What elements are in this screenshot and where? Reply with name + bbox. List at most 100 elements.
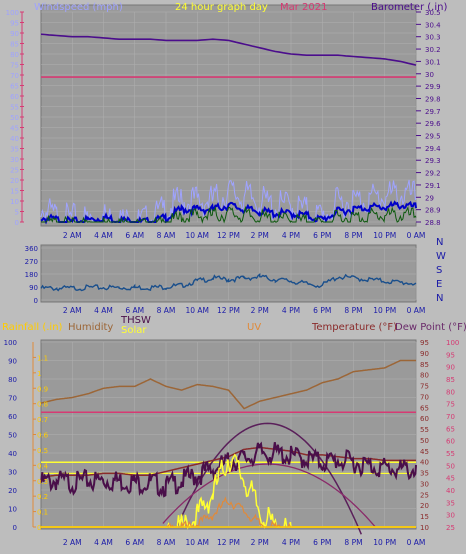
barometer-tick-label: 29.4: [425, 145, 441, 153]
rainfall-tick-label: 1.1: [37, 354, 48, 362]
barometer-tick-label: 29.3: [425, 157, 441, 165]
x-tick-label: 12 PM: [217, 306, 240, 315]
barometer-tick-label: 30.4: [425, 21, 441, 29]
dewpoint-tick-label: 50: [446, 462, 455, 470]
rainfall-tick-label: 0.7: [37, 416, 48, 424]
temperature-tick-label: 35: [420, 470, 429, 478]
barometer-tick-label: 28.9: [425, 207, 441, 215]
x-tick-label: 10 PM: [373, 538, 396, 547]
windspeed-tick-label: 70: [10, 72, 19, 80]
x-tick-label: 10 AM: [185, 538, 209, 547]
x-tick-label: 0 AM: [407, 538, 426, 547]
x-tick-label: 4 AM: [94, 538, 113, 547]
barometer-axis-label: Barometer (.in): [371, 2, 447, 13]
temperature-tick-label: 15: [420, 513, 429, 521]
wind-barometer-axes: 1009590858075706560555045403530252015105…: [6, 9, 442, 240]
legend-temperature: Temperature (°F): [311, 322, 397, 333]
dewpoint-tick-label: 30: [446, 512, 455, 520]
barometer-tick-label: 30: [425, 71, 434, 79]
direction-tick-label: 180: [25, 271, 38, 279]
rainfall-tick-label: 0.2: [37, 493, 48, 501]
barometer-tick-label: 30.5: [425, 9, 441, 17]
barometer-tick-label: 30.1: [425, 58, 441, 66]
windspeed-tick-label: 55: [10, 104, 19, 112]
x-tick-label: 10 PM: [373, 231, 396, 240]
windspeed-tick-label: 35: [10, 146, 19, 154]
x-tick-label: 6 AM: [125, 306, 144, 315]
compass-label: S: [436, 265, 442, 276]
legend-humidity: Humidity: [68, 322, 113, 333]
dewpoint-tick-label: 45: [446, 475, 455, 483]
x-tick-label: 2 PM: [251, 231, 269, 240]
series-wind-speed: [41, 205, 417, 224]
humidity-tick-label: 30: [8, 469, 17, 477]
x-tick-label: 8 AM: [157, 306, 176, 315]
dewpoint-tick-label: 65: [446, 425, 455, 433]
legend-thsw: THSW: [120, 315, 151, 326]
x-tick-label: 6 PM: [313, 231, 331, 240]
barometer-tick-label: 29.7: [425, 108, 441, 116]
windspeed-axis-label: Windspeed (mph): [34, 2, 123, 13]
legend-dewpoint: Dew Point (°F): [395, 322, 466, 333]
temperature-tick-label: 10: [420, 524, 429, 532]
temperature-series: [40, 359, 417, 535]
windspeed-tick-label: 40: [10, 135, 19, 143]
direction-tick-label: 270: [25, 258, 38, 266]
dewpoint-tick-label: 75: [446, 401, 455, 409]
humidity-tick-label: 10: [8, 506, 17, 514]
windspeed-tick-label: 90: [10, 30, 19, 38]
x-tick-label: 10 PM: [373, 306, 396, 315]
x-tick-label: 4 PM: [282, 538, 300, 547]
x-tick-label: 10 AM: [185, 231, 209, 240]
x-tick-label: 2 AM: [63, 231, 82, 240]
x-tick-label: 12 PM: [217, 231, 240, 240]
dewpoint-tick-label: 25: [446, 524, 455, 532]
series-barometer: [40, 33, 417, 66]
dewpoint-tick-label: 80: [446, 388, 455, 396]
temperature-tick-label: 20: [420, 502, 429, 510]
x-tick-label: 8 AM: [157, 538, 176, 547]
windspeed-tick-label: 20: [10, 177, 19, 185]
windspeed-tick-label: 80: [10, 51, 19, 59]
legend-solar: Solar: [121, 325, 147, 336]
compass-label: N: [436, 293, 443, 304]
direction-tick-label: 90: [29, 284, 38, 292]
x-tick-label: 12 PM: [217, 538, 240, 547]
barometer-tick-label: 29.9: [425, 83, 441, 91]
rainfall-tick-label: 0.9: [37, 385, 48, 393]
rainfall-tick-label: 0.3: [37, 478, 48, 486]
windspeed-tick-label: 5: [15, 209, 19, 217]
x-tick-label: 4 PM: [282, 306, 300, 315]
rainfall-tick-label: 0.4: [37, 462, 49, 470]
dewpoint-tick-label: 60: [446, 438, 455, 446]
barometer-tick-label: 29.6: [425, 120, 441, 128]
windspeed-tick-label: 100: [6, 9, 19, 17]
x-tick-label: 2 PM: [251, 306, 269, 315]
dewpoint-tick-label: 70: [446, 413, 455, 421]
temperature-tick-label: 65: [420, 404, 429, 412]
windspeed-tick-label: 25: [10, 167, 19, 175]
humidity-tick-label: 100: [4, 339, 17, 347]
humidity-tick-label: 60: [8, 413, 17, 421]
x-tick-label: 2 AM: [63, 538, 82, 547]
windspeed-tick-label: 30: [10, 156, 19, 164]
barometer-tick-label: 28.8: [425, 219, 441, 227]
compass-label: W: [436, 251, 446, 262]
dewpoint-tick-label: 95: [446, 351, 455, 359]
x-tick-label: 6 AM: [125, 538, 144, 547]
x-tick-label: 2 PM: [251, 538, 269, 547]
temperature-axes: 10090807060504030201001.110.90.80.70.60.…: [4, 339, 460, 547]
x-tick-label: 8 PM: [344, 538, 362, 547]
windspeed-tick-label: 0: [15, 219, 19, 227]
humidity-tick-label: 50: [8, 432, 17, 440]
temperature-tick-label: 85: [420, 361, 429, 369]
rainfall-tick-label: 0.6: [37, 432, 49, 440]
wind-barometer-grid: [41, 11, 417, 223]
x-tick-label: 10 AM: [185, 306, 209, 315]
humidity-tick-label: 20: [8, 487, 17, 495]
barometer-tick-label: 29.1: [425, 182, 441, 190]
dewpoint-tick-label: 100: [446, 339, 459, 347]
x-tick-label: 4 PM: [282, 231, 300, 240]
